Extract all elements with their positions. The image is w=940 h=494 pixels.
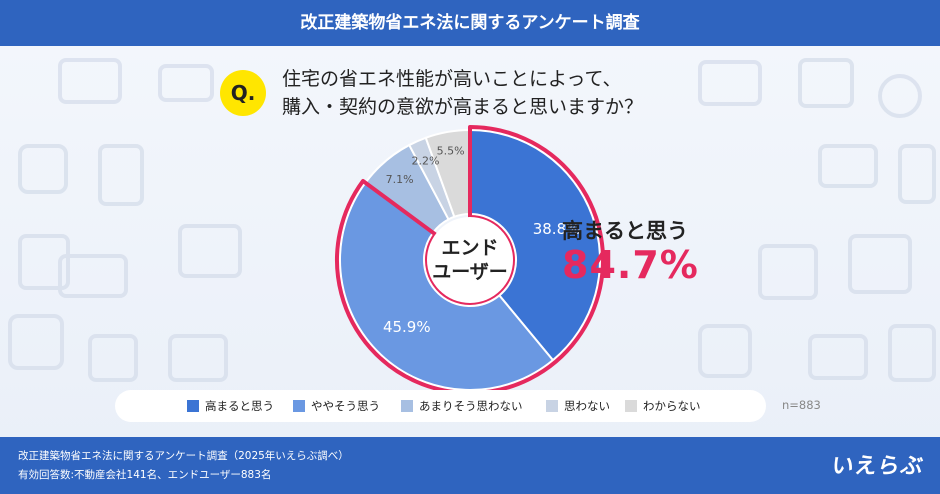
center-label-line-2: ユーザー: [432, 261, 508, 283]
chart-legend: 高まると思う ややそう思う あまりそう思わない 思わない わからない: [115, 390, 766, 422]
data-label-yaya: 45.9%: [383, 318, 431, 336]
highlight-label: 高まると思う: [562, 219, 688, 243]
legend-swatch: [546, 400, 558, 412]
data-label-takamaru: 38.8%: [533, 220, 581, 238]
legend-swatch: [401, 400, 413, 412]
page-title: 改正建築物省エネ法に関するアンケート調査: [0, 0, 940, 46]
donut-chart: エンドユーザー 38.8% 45.9% 7.1% 2.2%5.5%: [335, 125, 605, 395]
legend-swatch: [187, 400, 199, 412]
pie-slice-takamaru: [469, 128, 601, 362]
pie-slice-yaya: [339, 181, 555, 391]
footer: 改正建築物省エネ法に関するアンケート調査（2025年いえらぶ調べ） 有効回答数:…: [0, 437, 940, 494]
footer-respondents: 有効回答数:不動産会社141名、エンドユーザー883名: [18, 469, 272, 481]
legend-item-omowanai: 思わない: [546, 390, 610, 422]
highlight-value: 84.7%: [562, 243, 699, 287]
legend-item-wakaranai: わからない: [625, 390, 701, 422]
question-text-line1: 住宅の省エネ性能が高いことによって、: [282, 68, 622, 90]
legend-item-yaya: ややそう思う: [293, 390, 380, 422]
legend-item-amari: あまりそう思わない: [401, 390, 523, 422]
legend-swatch: [625, 400, 637, 412]
footer-source: 改正建築物省エネ法に関するアンケート調査（2025年いえらぶ調べ）: [18, 450, 349, 462]
background-decoration: [8, 58, 936, 382]
legend-label: ややそう思う: [311, 399, 380, 413]
legend-label: わからない: [643, 399, 701, 413]
data-label-amari: 7.1%: [386, 173, 414, 186]
legend-item-takamaru: 高まると思う: [187, 390, 274, 422]
brand-logo: いえらぶ: [829, 454, 926, 479]
legend-label: 高まると思う: [205, 399, 274, 413]
question-text-line2: 購入・契約の意欲が高まると思いますか？: [282, 96, 644, 118]
question-badge: Q.: [220, 70, 266, 116]
sample-size: n=883: [782, 398, 821, 412]
legend-swatch: [293, 400, 305, 412]
donut-center: [427, 217, 513, 303]
data-label-omowanai: 2.2%: [411, 154, 439, 167]
data-label-wakaranai: 5.5%: [437, 145, 465, 158]
legend-label: あまりそう思わない: [419, 399, 523, 413]
legend-label: 思わない: [564, 399, 610, 413]
center-label-line-1: エンド: [441, 237, 498, 259]
